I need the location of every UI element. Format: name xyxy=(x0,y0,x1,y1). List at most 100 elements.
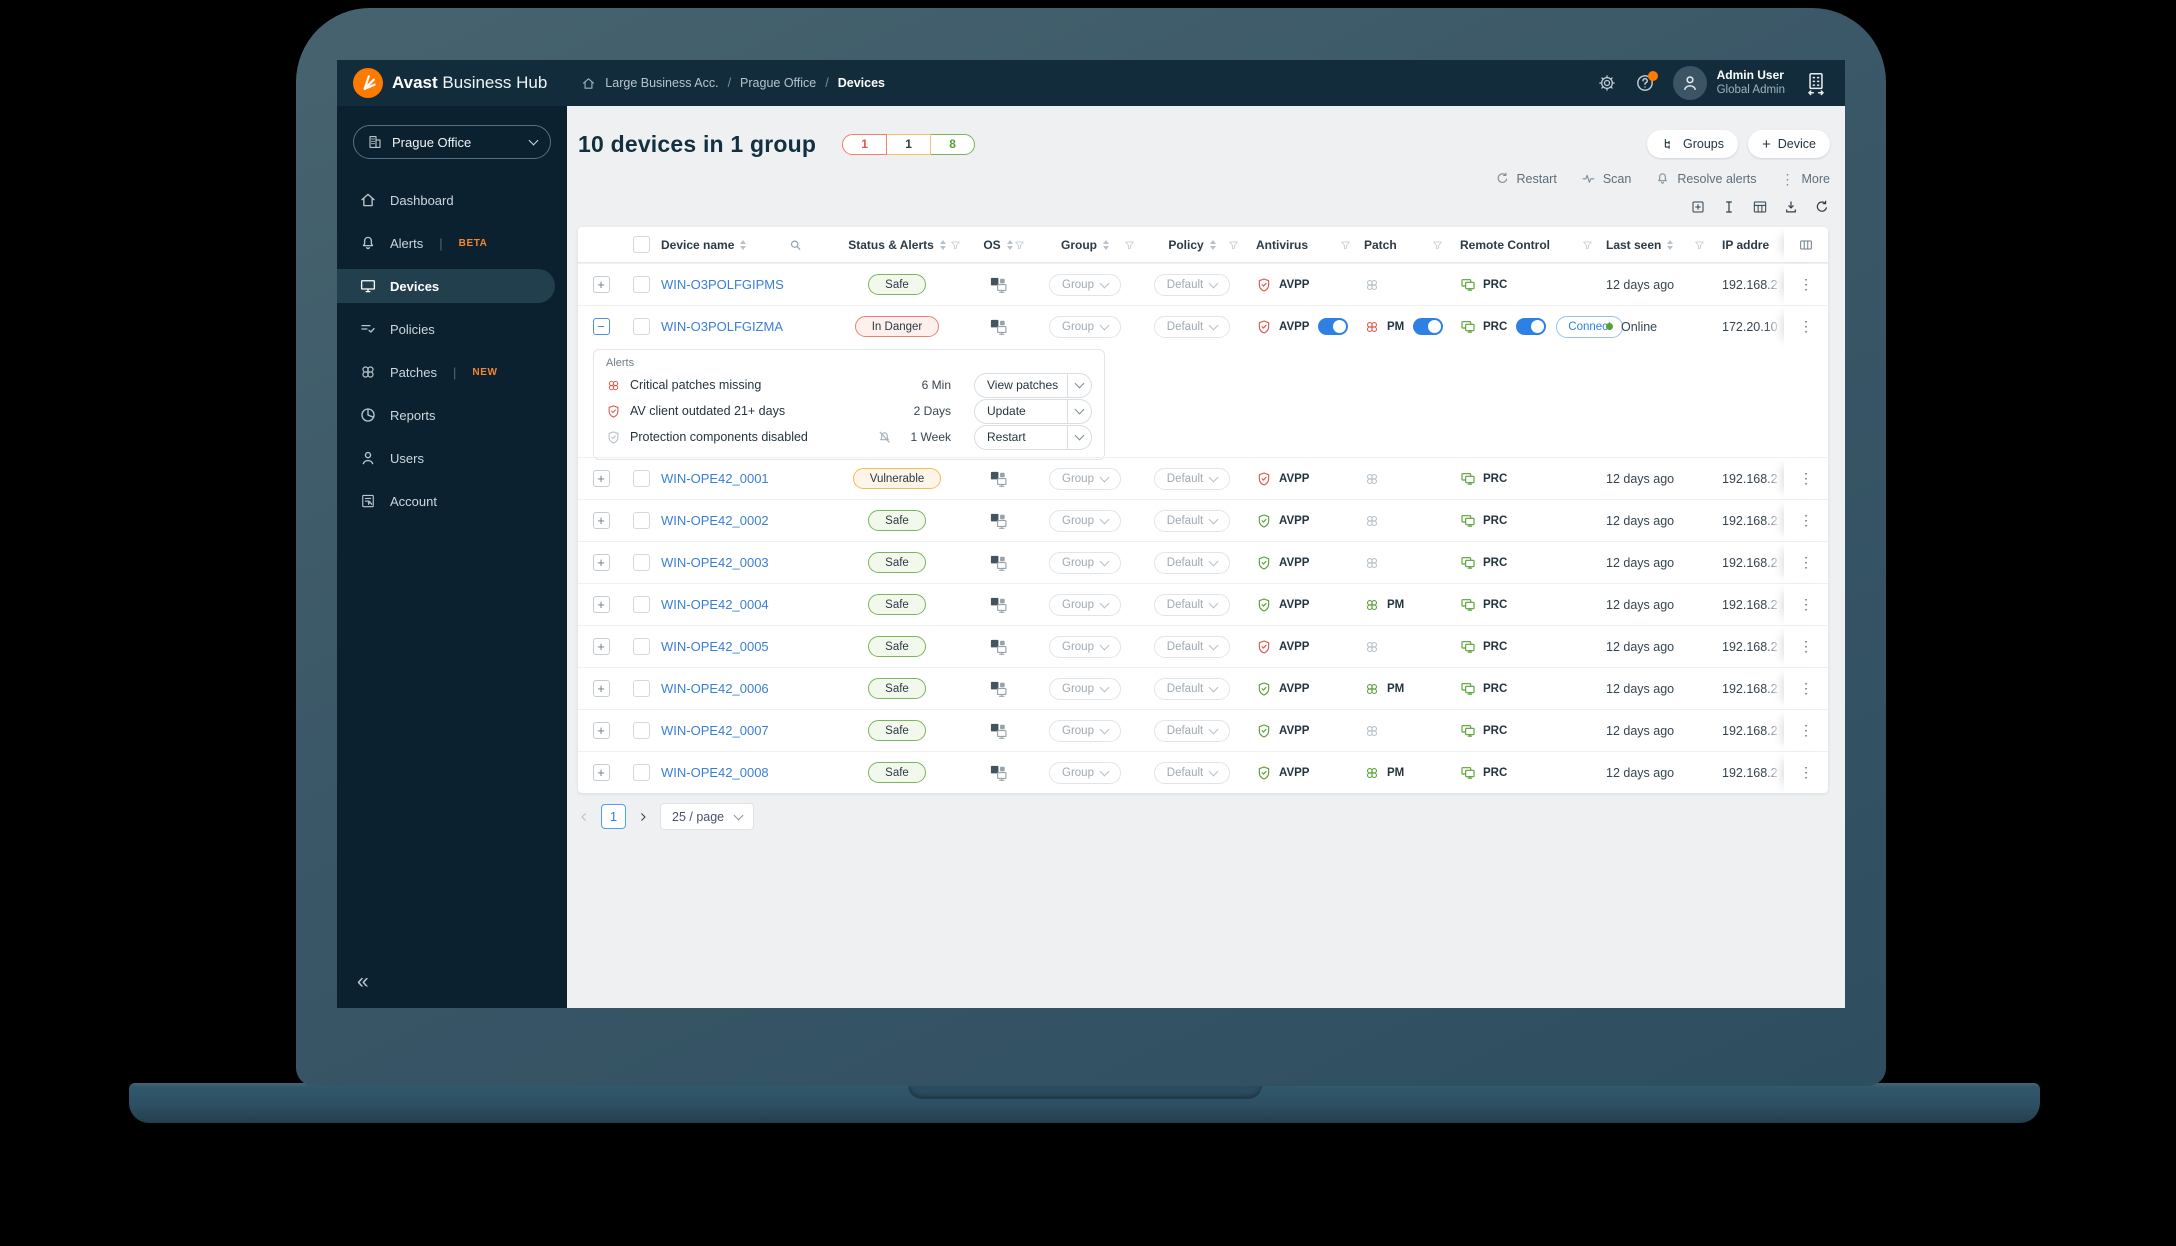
column-header-remote-control[interactable]: Remote Control xyxy=(1448,227,1598,262)
policy-select[interactable]: Default xyxy=(1153,635,1231,658)
group-select[interactable]: Group xyxy=(1049,509,1121,532)
group-select[interactable]: Group xyxy=(1049,467,1121,490)
next-page-button[interactable] xyxy=(637,811,649,823)
policy-select[interactable]: Default xyxy=(1153,551,1231,574)
alert-action-dropdown[interactable] xyxy=(1067,373,1091,397)
company-switcher-icon[interactable] xyxy=(1803,70,1829,96)
add-device-button[interactable]: + Device xyxy=(1748,130,1830,158)
sidebar-item-policies[interactable]: Policies xyxy=(337,312,555,346)
resolve-alerts-action[interactable]: Resolve alerts xyxy=(1655,171,1757,186)
filter-funnel-icon[interactable] xyxy=(950,239,961,250)
expand-row-button[interactable]: + xyxy=(592,638,610,655)
expand-row-button[interactable]: + xyxy=(592,470,610,487)
collapse-row-button[interactable]: − xyxy=(592,318,610,335)
device-name-link[interactable]: WIN-OPE42_0003 xyxy=(661,555,769,570)
policy-select[interactable]: Default xyxy=(1153,593,1231,616)
policy-select[interactable]: Default xyxy=(1153,315,1231,338)
expand-row-button[interactable]: + xyxy=(592,680,610,697)
device-name-link[interactable]: WIN-OPE42_0006 xyxy=(661,681,769,696)
filter-funnel-icon[interactable] xyxy=(1582,239,1593,250)
column-header-ip-addre[interactable]: IP addre xyxy=(1710,227,1784,262)
alert-action-dropdown[interactable] xyxy=(1067,425,1091,449)
column-header-group[interactable]: Group xyxy=(1030,227,1140,262)
group-select[interactable]: Group xyxy=(1049,551,1121,574)
more-action[interactable]: ⋮ More xyxy=(1781,172,1830,186)
breadcrumb-item[interactable]: Devices xyxy=(837,76,885,90)
device-name-link[interactable]: WIN-OPE42_0008 xyxy=(661,765,769,780)
sort-icon[interactable] xyxy=(1209,239,1216,250)
alert-action-button[interactable]: Restart xyxy=(974,424,1092,450)
expand-row-button[interactable]: + xyxy=(592,276,610,293)
column-header-os[interactable]: OS xyxy=(966,227,1030,262)
group-select[interactable]: Group xyxy=(1049,273,1121,296)
antivirus-toggle[interactable] xyxy=(1318,318,1349,335)
column-header-device-name[interactable]: Device name xyxy=(658,227,828,262)
policy-select[interactable]: Default xyxy=(1153,677,1231,700)
patch-toggle[interactable] xyxy=(1413,318,1444,335)
expand-row-button[interactable]: + xyxy=(592,596,610,613)
sidebar-item-devices[interactable]: Devices xyxy=(337,269,555,303)
row-checkbox[interactable] xyxy=(632,470,650,487)
sort-icon[interactable] xyxy=(740,239,747,250)
sort-icon[interactable] xyxy=(1667,239,1674,250)
device-name-link[interactable]: WIN-OPE42_0004 xyxy=(661,597,769,612)
row-menu-button[interactable]: ⋮ xyxy=(1799,764,1813,780)
restart-action[interactable]: Restart xyxy=(1495,171,1557,186)
muted-bell-icon[interactable] xyxy=(877,430,892,445)
group-select[interactable]: Group xyxy=(1049,593,1121,616)
column-header-policy[interactable]: Policy xyxy=(1140,227,1244,262)
page-size-select[interactable]: 25 / page xyxy=(660,803,755,830)
row-menu-button[interactable]: ⋮ xyxy=(1799,276,1813,292)
expand-row-button[interactable]: + xyxy=(592,554,610,571)
help-icon[interactable] xyxy=(1635,71,1658,93)
connect-button[interactable]: Connect xyxy=(1556,315,1624,338)
settings-gear-icon[interactable] xyxy=(1597,73,1617,93)
column-header-last-seen[interactable]: Last seen xyxy=(1598,227,1710,262)
table-grid-icon[interactable] xyxy=(1752,199,1768,215)
alert-action-button[interactable]: View patches xyxy=(974,372,1092,398)
row-menu-button[interactable]: ⋮ xyxy=(1799,722,1813,738)
sidebar-item-account[interactable]: Account xyxy=(337,484,555,518)
breadcrumb-home-icon[interactable] xyxy=(581,76,596,91)
device-name-link[interactable]: WIN-OPE42_0001 xyxy=(661,471,769,486)
expand-row-button[interactable]: + xyxy=(592,722,610,739)
remote-control-toggle[interactable] xyxy=(1516,318,1547,335)
sort-icon[interactable] xyxy=(1103,239,1109,250)
expand-row-button[interactable]: + xyxy=(592,512,610,529)
row-menu-button[interactable]: ⋮ xyxy=(1799,470,1813,486)
alert-action-button[interactable]: Update xyxy=(974,398,1092,424)
column-header-status-alerts[interactable]: Status & Alerts xyxy=(828,227,966,262)
row-checkbox[interactable] xyxy=(632,318,650,335)
policy-select[interactable]: Default xyxy=(1153,273,1231,296)
select-all-checkbox[interactable] xyxy=(632,236,650,253)
download-icon[interactable] xyxy=(1783,199,1799,215)
filter-funnel-icon[interactable] xyxy=(1124,239,1135,250)
group-select[interactable]: Group xyxy=(1049,719,1121,742)
filter-funnel-icon[interactable] xyxy=(1432,239,1443,250)
device-name-link[interactable]: WIN-O3POLFGIZMA xyxy=(661,319,784,334)
row-menu-button[interactable]: ⋮ xyxy=(1799,554,1813,570)
device-name-link[interactable]: WIN-O3POLFGIPMS xyxy=(661,277,784,292)
search-icon[interactable] xyxy=(789,238,802,251)
device-name-link[interactable]: WIN-OPE42_0002 xyxy=(661,513,769,528)
scan-action[interactable]: Scan xyxy=(1581,171,1631,186)
sidebar-item-patches[interactable]: Patches | NEW xyxy=(337,355,555,389)
row-menu-button[interactable]: ⋮ xyxy=(1799,680,1813,696)
row-menu-button[interactable]: ⋮ xyxy=(1799,512,1813,528)
count-badge-green[interactable]: 8 xyxy=(930,133,976,155)
row-checkbox[interactable] xyxy=(632,596,650,613)
device-name-link[interactable]: WIN-OPE42_0005 xyxy=(661,639,769,654)
group-select[interactable]: Group xyxy=(1049,677,1121,700)
filter-funnel-icon[interactable] xyxy=(1694,239,1705,250)
count-badge-red[interactable]: 1 xyxy=(842,133,888,155)
filter-funnel-icon[interactable] xyxy=(1228,239,1239,250)
row-checkbox[interactable] xyxy=(632,722,650,739)
policy-select[interactable]: Default xyxy=(1153,761,1231,784)
group-select[interactable]: Group xyxy=(1049,315,1121,338)
avatar[interactable] xyxy=(1672,66,1707,100)
row-checkbox[interactable] xyxy=(632,276,650,293)
sort-icon[interactable] xyxy=(1006,239,1013,250)
column-header-patch[interactable]: Patch xyxy=(1356,227,1448,262)
policy-select[interactable]: Default xyxy=(1153,509,1231,532)
group-select[interactable]: Group xyxy=(1049,761,1121,784)
